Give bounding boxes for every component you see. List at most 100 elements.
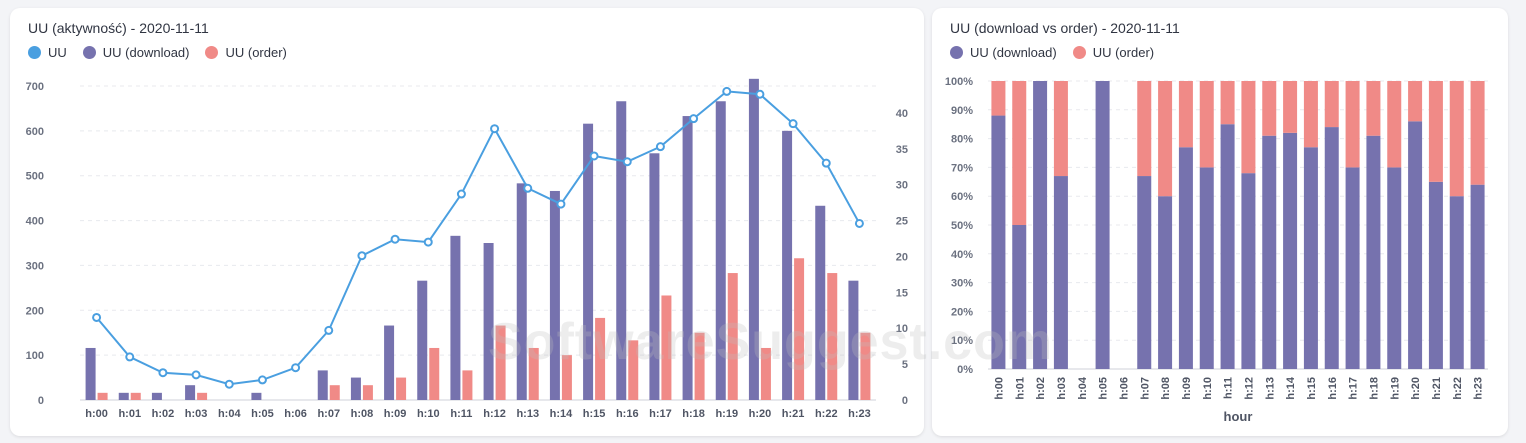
y-right-tick-label: 10 — [896, 323, 908, 335]
x-tick-label: h:03 — [185, 408, 208, 420]
y-tick-label: 30% — [951, 278, 973, 290]
bar-order-share — [1283, 81, 1298, 133]
bar-uu-download — [616, 101, 627, 400]
y-tick-label: 80% — [951, 134, 973, 146]
point-uu — [854, 218, 864, 228]
bar-uu-download — [251, 392, 262, 400]
point-uu — [423, 237, 433, 247]
x-tick-label: h:23 — [1473, 377, 1485, 400]
y-right-tick-label: 5 — [902, 359, 908, 371]
y-left-tick-label: 200 — [26, 305, 44, 317]
bar-download-share — [1449, 196, 1464, 369]
x-tick-label: h:11 — [450, 408, 472, 420]
bar-uu-order — [860, 332, 871, 400]
x-tick-label: h:21 — [1431, 377, 1443, 400]
x-tick-label: h:01 — [1014, 377, 1026, 400]
x-tick-label: h:23 — [848, 408, 871, 420]
bar-download-share — [1303, 147, 1318, 369]
bar-download-share — [1137, 176, 1152, 369]
x-tick-label: h:22 — [815, 408, 838, 420]
legend-item-order[interactable]: UU (order) — [1072, 45, 1154, 60]
legend-item-uu[interactable]: UU — [28, 45, 67, 60]
bar-uu-order — [495, 325, 506, 400]
bar-order-share — [1387, 81, 1402, 168]
right-chart-title: UU (download vs order) - 2020-11-11 — [950, 20, 1180, 36]
x-tick-label: h:07 — [1139, 377, 1151, 400]
x-tick-label: h:00 — [85, 408, 108, 420]
x-tick-label: h:19 — [715, 408, 738, 420]
bar-download-share — [1033, 81, 1048, 369]
bar-uu-order — [561, 355, 572, 400]
bar-uu-download — [151, 392, 162, 400]
x-tick-label: h:20 — [1410, 377, 1422, 400]
y-tick-label: 90% — [951, 105, 973, 117]
x-tick-label: h:03 — [1056, 377, 1068, 400]
bar-uu-order — [97, 392, 108, 400]
x-tick-label: h:15 — [583, 408, 606, 420]
legend-dot-uu-download — [82, 46, 96, 59]
bar-uu-download — [649, 153, 660, 400]
x-tick-label: h:08 — [1160, 377, 1172, 400]
stacked-percent-chart: 0% 10% 20% 30% 40% 50% 60% 70% 80% 90% 100% h:00 h:0… — [945, 76, 1488, 424]
y-tick-label: 40% — [951, 249, 973, 261]
y-right-tick-label: 25 — [896, 216, 908, 228]
x-tick-label: h:18 — [682, 408, 705, 420]
legend-item-uu-download[interactable]: UU (download) — [82, 45, 189, 60]
bar-order-share — [1428, 81, 1443, 182]
x-tick-label: h:16 — [1327, 377, 1339, 400]
legend-dot-download — [950, 46, 963, 59]
bar-download-share — [1095, 81, 1110, 369]
bar-download-share — [1053, 176, 1068, 369]
bar-uu-order — [528, 347, 539, 400]
x-tick-label: h:14 — [550, 408, 574, 420]
point-uu — [523, 183, 533, 193]
x-tick-label: h:10 — [1202, 377, 1214, 400]
bar-download-share — [1012, 225, 1027, 369]
point-uu — [622, 157, 632, 167]
bar-download-share — [1345, 167, 1360, 369]
x-tick-label: h:20 — [749, 408, 772, 420]
bar-uu-order — [197, 392, 208, 400]
x-tick-label: h:19 — [1389, 377, 1401, 400]
download-vs-order-card: UU (download vs order) - 2020-11-11 UU (… — [932, 8, 1508, 436]
bar-order-share — [1408, 81, 1423, 122]
y-right-tick-label: 0 — [902, 395, 908, 407]
bar-uu-order — [760, 347, 771, 400]
point-uu — [92, 312, 102, 322]
x-tick-label: h:22 — [1452, 377, 1464, 400]
bar-uu-download — [549, 190, 560, 400]
bar-uu-download — [782, 130, 793, 400]
bar-download-share — [1220, 124, 1235, 369]
bar-order-share — [1262, 81, 1277, 136]
bar-uu-order — [628, 340, 639, 400]
bar-order-share — [1178, 81, 1193, 148]
line-uu — [95, 90, 861, 386]
bar-uu-download — [118, 392, 129, 400]
legend-item-download[interactable]: UU (download) — [950, 45, 1057, 60]
x-tick-label: h:04 — [1077, 376, 1089, 400]
left-chart-legend: UU UU (download) UU (order) — [28, 45, 287, 60]
bar-order-share — [1470, 81, 1485, 185]
bar-order-share — [1012, 81, 1027, 225]
point-uu — [158, 368, 168, 378]
bar-uu-order — [462, 370, 473, 400]
bar-uu-order — [396, 377, 407, 400]
right-chart-legend: UU (download) UU (order) — [950, 45, 1154, 60]
legend-label-download: UU (download) — [970, 45, 1057, 60]
bar-order-share — [1241, 81, 1256, 174]
legend-item-uu-order[interactable]: UU (order) — [205, 45, 287, 60]
x-tick-label: h:15 — [1306, 377, 1318, 400]
bar-uu-order — [429, 347, 440, 400]
y-right-tick-label: 15 — [896, 287, 908, 299]
bar-uu-order — [329, 385, 340, 400]
bar-download-share — [1428, 181, 1443, 369]
bar-download-share — [1470, 184, 1485, 369]
bar-uu-order — [727, 273, 738, 400]
activity-chart-card: UU (aktywność) - 2020-11-11 UU UU (downl… — [10, 8, 924, 436]
y-left-tick-label: 600 — [26, 126, 44, 138]
point-uu — [556, 199, 566, 209]
left-chart-title: UU (aktywność) - 2020-11-11 — [28, 20, 209, 36]
point-uu — [224, 379, 234, 389]
x-tick-label: h:17 — [1348, 377, 1360, 400]
bar-download-share — [1387, 167, 1402, 369]
